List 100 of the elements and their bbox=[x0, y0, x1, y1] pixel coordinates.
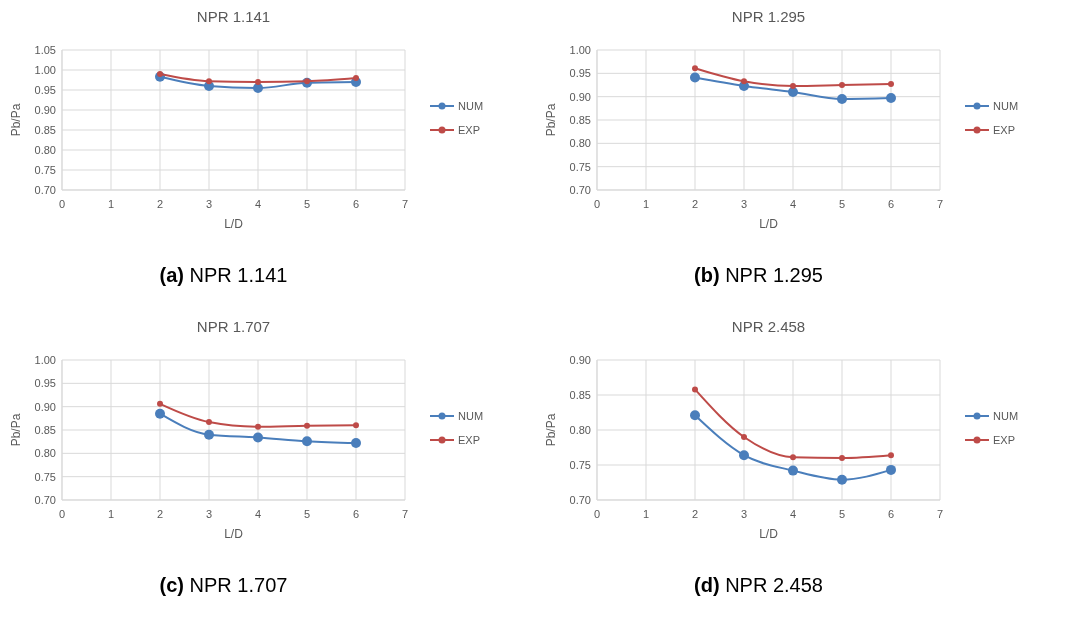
chart-title: NPR 1.295 bbox=[731, 8, 806, 25]
y-tick-label: 0.90 bbox=[34, 400, 56, 413]
x-tick-label: 2 bbox=[156, 508, 164, 520]
y-tick-label: 0.75 bbox=[34, 163, 56, 176]
y-tick-label: 1.00 bbox=[569, 43, 591, 56]
x-tick-label: 0 bbox=[593, 508, 601, 520]
y-tick-label: 0.90 bbox=[34, 103, 56, 116]
x-tick-label: 2 bbox=[156, 198, 164, 210]
text: (b) NPR 1.295 bbox=[694, 264, 823, 286]
point bbox=[788, 465, 798, 476]
y-tick-label: 0.75 bbox=[34, 470, 56, 483]
legend-label: EXP bbox=[458, 123, 481, 136]
x-tick-label: 0 bbox=[58, 198, 66, 210]
text: (a) NPR 1.141 bbox=[159, 264, 288, 286]
y-tick-label: 1.00 bbox=[34, 63, 56, 76]
point bbox=[255, 79, 261, 85]
y-axis-title: Pb/Pa bbox=[544, 103, 558, 137]
point bbox=[351, 438, 361, 449]
y-tick-label: 1.05 bbox=[34, 43, 56, 56]
x-tick-label: 5 bbox=[838, 198, 846, 210]
y-tick-label: 0.90 bbox=[569, 90, 591, 103]
point bbox=[741, 78, 747, 85]
x-tick-label: 4 bbox=[254, 198, 262, 210]
x-tick-label: 4 bbox=[254, 508, 262, 520]
x-tick-label: 6 bbox=[887, 198, 895, 210]
point bbox=[886, 93, 896, 104]
x-tick-label: 1 bbox=[642, 508, 650, 520]
point bbox=[157, 400, 163, 407]
legend-label: NUM bbox=[458, 409, 484, 422]
point bbox=[886, 464, 896, 475]
point bbox=[692, 386, 698, 393]
y-tick-label: 0.70 bbox=[569, 183, 591, 196]
x-tick-label: 7 bbox=[401, 508, 409, 520]
y-tick-label: 0.85 bbox=[34, 123, 56, 136]
x-tick-label: 6 bbox=[352, 508, 360, 520]
point bbox=[206, 419, 212, 426]
legend-label: NUM bbox=[993, 409, 1019, 422]
x-tick-label: 5 bbox=[838, 508, 846, 520]
y-tick-label: 0.80 bbox=[34, 143, 56, 156]
x-tick-label: 6 bbox=[352, 198, 360, 210]
point bbox=[253, 432, 263, 443]
point bbox=[302, 436, 312, 447]
legend-label: EXP bbox=[993, 123, 1016, 136]
x-tick-label: 2 bbox=[691, 198, 699, 210]
x-axis-title: L/D bbox=[759, 527, 779, 541]
point bbox=[837, 474, 847, 485]
point bbox=[690, 72, 700, 83]
point bbox=[837, 94, 847, 104]
y-axis-title: Pb/Pa bbox=[9, 103, 23, 137]
point bbox=[206, 78, 212, 85]
x-tick-label: 5 bbox=[303, 508, 311, 520]
y-tick-label: 0.85 bbox=[569, 388, 591, 401]
y-tick-label: 0.70 bbox=[34, 493, 56, 506]
point bbox=[157, 71, 163, 77]
chart-title: NPR 1.707 bbox=[196, 318, 271, 335]
y-axis-title: Pb/Pa bbox=[544, 413, 558, 447]
x-axis-title: L/D bbox=[759, 217, 779, 231]
point bbox=[690, 410, 700, 421]
x-tick-label: 1 bbox=[107, 198, 115, 210]
x-tick-label: 7 bbox=[936, 198, 944, 210]
x-tick-label: 5 bbox=[303, 198, 311, 210]
point bbox=[204, 429, 214, 440]
point bbox=[790, 454, 796, 461]
x-tick-label: 1 bbox=[642, 198, 650, 210]
point bbox=[790, 82, 796, 89]
x-tick-label: 6 bbox=[887, 508, 895, 520]
x-tick-label: 7 bbox=[401, 198, 409, 210]
point bbox=[692, 65, 698, 72]
y-tick-label: 0.80 bbox=[34, 447, 56, 460]
chart-title: NPR 2.458 bbox=[731, 318, 806, 335]
legend-label: EXP bbox=[993, 433, 1016, 446]
point bbox=[839, 455, 845, 461]
point bbox=[741, 434, 747, 440]
x-tick-label: 0 bbox=[58, 508, 66, 520]
point bbox=[888, 81, 894, 88]
legend-label: NUM bbox=[993, 99, 1019, 112]
x-axis-title: L/D bbox=[224, 527, 244, 541]
point bbox=[255, 423, 261, 430]
point bbox=[353, 422, 359, 429]
y-tick-label: 0.85 bbox=[34, 423, 56, 436]
x-tick-label: 4 bbox=[789, 508, 797, 520]
y-tick-label: 0.95 bbox=[34, 377, 56, 390]
y-tick-label: 0.70 bbox=[569, 493, 591, 506]
x-tick-label: 3 bbox=[740, 508, 748, 520]
x-tick-label: 4 bbox=[789, 198, 797, 210]
y-tick-label: 1.00 bbox=[34, 353, 56, 366]
point bbox=[839, 82, 845, 88]
point bbox=[353, 75, 359, 81]
point bbox=[304, 422, 310, 429]
legend-label: NUM bbox=[458, 99, 484, 112]
text: (c) NPR 1.707 bbox=[159, 574, 288, 596]
point bbox=[155, 408, 165, 419]
y-tick-label: 0.85 bbox=[569, 113, 591, 126]
y-tick-label: 0.90 bbox=[569, 353, 591, 366]
point bbox=[888, 452, 894, 459]
y-axis-title: Pb/Pa bbox=[9, 413, 23, 447]
x-axis-title: L/D bbox=[224, 217, 244, 231]
y-tick-label: 0.75 bbox=[569, 458, 591, 471]
x-tick-label: 0 bbox=[593, 198, 601, 210]
y-tick-label: 0.95 bbox=[34, 83, 56, 96]
